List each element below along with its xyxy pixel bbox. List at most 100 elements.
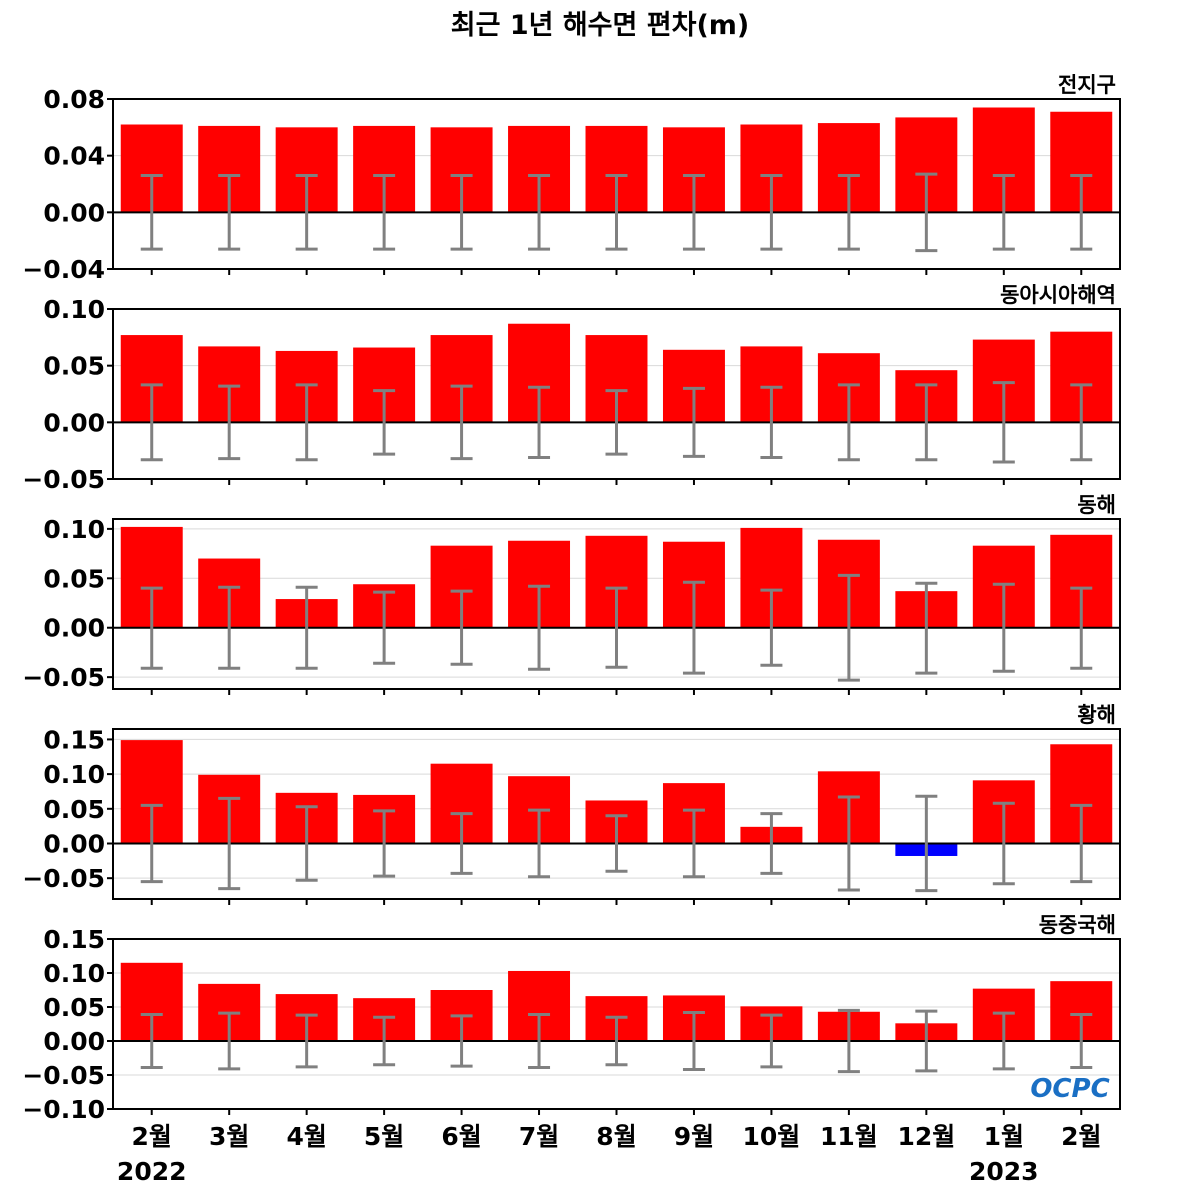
x-tick-label: 2월 [132, 1122, 172, 1151]
error-bar-4 [373, 590, 396, 665]
error-bar-1 [140, 803, 163, 884]
error-bar-7 [605, 174, 628, 251]
error-bar-8 [682, 580, 705, 675]
error-bar-3 [295, 585, 318, 670]
panel-title: 전지구 [1058, 73, 1116, 97]
error-bar-13 [1070, 174, 1093, 251]
error-bar-1 [140, 586, 163, 670]
error-bar-9 [760, 385, 783, 459]
error-bar-7 [605, 586, 628, 669]
error-bar-2 [218, 174, 241, 251]
error-bar-13 [1070, 803, 1093, 884]
x-tick-label: 9월 [674, 1122, 714, 1151]
y-tick-label: 0.15 [43, 925, 105, 954]
error-bar-2 [218, 585, 241, 670]
y-tick-label: −0.05 [22, 465, 105, 494]
error-bar-10 [837, 174, 860, 251]
error-bar-2 [218, 1011, 241, 1071]
y-tick-label: 0.05 [43, 352, 105, 381]
error-bar-1 [140, 1012, 163, 1070]
error-bar-4 [373, 809, 396, 878]
figure-title: 최근 1년 해수면 편차(m) [451, 10, 750, 41]
error-bar-9 [760, 174, 783, 251]
error-bar-6 [528, 174, 551, 251]
error-bar-2 [218, 384, 241, 461]
error-bar-7 [605, 389, 628, 456]
y-tick-label: 0.05 [43, 564, 105, 593]
panel-2: −0.05 0.00 0.05 0.10 동아시아해역 [22, 283, 1121, 494]
y-tick-label: 0.04 [43, 142, 105, 171]
x-tick-label: 5월 [364, 1122, 404, 1151]
y-tick-label: 0.10 [43, 515, 105, 544]
panel-title: 동아시아해역 [1000, 283, 1116, 307]
error-bar-5 [450, 384, 473, 461]
error-bar-1 [140, 383, 163, 462]
error-bar-3 [295, 805, 318, 882]
x-tick-label: 12월 [897, 1122, 955, 1151]
error-bar-12 [992, 174, 1015, 251]
y-tick-label: 0.10 [43, 959, 105, 988]
error-bar-10 [837, 573, 860, 682]
year-label: 2023 [969, 1157, 1039, 1186]
error-bar-3 [295, 1013, 318, 1069]
error-bar-13 [1070, 1012, 1093, 1070]
y-tick-label: 0.15 [43, 725, 105, 754]
error-bar-9 [760, 588, 783, 667]
error-bar-8 [682, 808, 705, 879]
error-bar-8 [682, 174, 705, 251]
panel-title: 동중국해 [1039, 913, 1116, 937]
error-bar-5 [450, 174, 473, 251]
y-tick-label: 0.00 [43, 1027, 105, 1056]
y-tick-label: 0.00 [43, 198, 105, 227]
panel-1: −0.04 0.00 0.04 0.08 전지구 [22, 73, 1121, 284]
chart-panels: −0.04 0.00 0.04 0.08 전지구 −0.05 0.00 0.05 0.10 동아시… [22, 73, 1121, 1124]
x-axis: 2월 3월 4월 5월 6월 7월 8월 9월 10월 11월 12월 1월 2월 2022 2023 [117, 1122, 1102, 1186]
error-bar-4 [373, 389, 396, 456]
error-bar-12 [992, 1011, 1015, 1071]
error-bar-10 [837, 1008, 860, 1074]
error-bar-8 [682, 386, 705, 458]
error-bar-8 [682, 1010, 705, 1072]
panel-4: −0.05 0.00 0.05 0.10 0.15 황해 [22, 703, 1121, 905]
error-bar-1 [140, 174, 163, 251]
error-bar-3 [295, 383, 318, 462]
panel-title: 황해 [1077, 703, 1116, 727]
y-tick-label: 0.10 [43, 760, 105, 789]
panel-title: 동해 [1077, 493, 1116, 517]
panel-3: −0.05 0.00 0.05 0.10 동해 [22, 493, 1121, 695]
y-tick-label: −0.04 [22, 255, 105, 284]
error-bar-13 [1070, 586, 1093, 670]
error-bar-6 [528, 1012, 551, 1070]
error-bar-9 [760, 1013, 783, 1069]
error-bar-7 [605, 1015, 628, 1067]
y-tick-label: 0.05 [43, 993, 105, 1022]
x-tick-label: 1월 [984, 1122, 1024, 1151]
error-bar-5 [450, 812, 473, 875]
error-bar-11 [915, 794, 938, 893]
error-bar-11 [915, 383, 938, 462]
error-bar-6 [528, 808, 551, 879]
error-bar-2 [218, 796, 241, 891]
y-tick-label: −0.05 [22, 1061, 105, 1090]
y-tick-label: 0.05 [43, 795, 105, 824]
error-bar-4 [373, 1015, 396, 1067]
x-tick-label: 4월 [286, 1122, 326, 1151]
ocpc-logo: OCPC [1030, 1074, 1109, 1104]
error-bar-5 [450, 589, 473, 666]
x-tick-label: 3월 [209, 1122, 249, 1151]
error-bar-13 [1070, 383, 1093, 462]
x-tick-label: 7월 [519, 1122, 559, 1151]
y-tick-label: 0.10 [43, 295, 105, 324]
x-tick-label: 2월 [1061, 1122, 1101, 1151]
error-bar-11 [915, 1009, 938, 1073]
x-tick-label: 11월 [820, 1122, 878, 1151]
error-bar-7 [605, 814, 628, 873]
y-tick-label: 0.08 [43, 85, 105, 114]
error-bar-6 [528, 584, 551, 671]
error-bar-6 [528, 385, 551, 459]
logo-text: OCPC [1030, 1074, 1109, 1104]
y-tick-label: 0.00 [43, 829, 105, 858]
error-bar-12 [992, 582, 1015, 673]
error-bar-11 [915, 172, 938, 253]
